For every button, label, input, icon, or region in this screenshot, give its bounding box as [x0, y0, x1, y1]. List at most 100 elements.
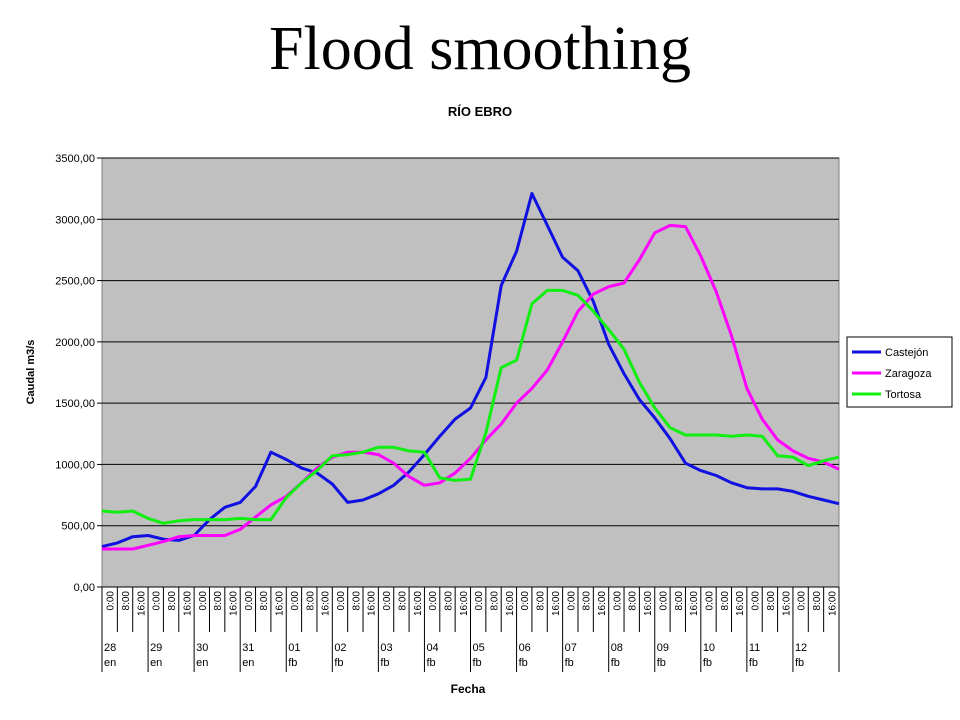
- x-tick-label: 8:00: [582, 591, 593, 611]
- x-month-label: fb: [334, 657, 343, 669]
- x-axis-title: Fecha: [451, 682, 486, 696]
- x-day-label: 01: [288, 642, 300, 654]
- x-tick-label: 8:00: [812, 591, 823, 611]
- series-line-zaragoza: [102, 223, 840, 551]
- y-axis: 0,00 500,00 1000,00 1500,00 2000,00 2500,00 30…: [55, 153, 102, 594]
- y-tick-label: 0,00: [74, 582, 95, 594]
- plot-area: [101, 157, 840, 588]
- x-day-label: 02: [334, 642, 346, 654]
- gridlines: [102, 157, 839, 527]
- y-tick-label: 2000,00: [55, 337, 95, 349]
- x-tick-label: 8:00: [167, 591, 178, 611]
- y-tick-label: 1500,00: [55, 398, 95, 410]
- legend-label: Castejón: [885, 347, 928, 359]
- x-day-label: 08: [611, 642, 623, 654]
- x-month-label: fb: [519, 657, 528, 669]
- x-tick-label: 8:00: [490, 591, 501, 611]
- series-line-tortosa: [101, 288, 840, 525]
- x-day-label: 03: [380, 642, 392, 654]
- x-month-label: fb: [703, 657, 712, 669]
- x-tick-label: 8:00: [397, 591, 408, 611]
- x-tick-label: 8:00: [628, 591, 639, 611]
- x-day-label: 07: [565, 642, 577, 654]
- x-tick-label: 16:00: [689, 591, 700, 616]
- x-day-label: 04: [426, 642, 438, 654]
- x-tick-label: 16:00: [229, 591, 240, 616]
- x-day-label: 11: [749, 642, 760, 654]
- x-tick-label: 16:00: [643, 591, 654, 616]
- legend-label: Tortosa: [885, 389, 922, 401]
- x-month-label: fb: [288, 657, 297, 669]
- x-day-label: 30: [196, 642, 208, 654]
- x-tick-label: 16:00: [459, 591, 470, 616]
- x-day-label: 31: [242, 642, 254, 654]
- x-tick-label: 0:00: [612, 591, 623, 611]
- y-tick-label: 3500,00: [55, 153, 95, 165]
- x-month-label: fb: [380, 657, 389, 669]
- x-tick-label: 16:00: [275, 591, 286, 616]
- x-month-label: en: [104, 657, 116, 669]
- x-tick-label: 0:00: [244, 591, 255, 611]
- x-tick-label: 16:00: [321, 591, 332, 616]
- x-axis: 0:00 8:00 16:00 0:00 8:00 16:00 0:00 8:00 16:00 0…: [101, 586, 840, 672]
- x-tick-label: 8:00: [213, 591, 224, 611]
- x-tick-label: 16:00: [735, 591, 746, 616]
- legend-label: Zaragoza: [885, 368, 932, 380]
- x-tick-label: 8:00: [536, 591, 547, 611]
- x-tick-label: 0:00: [797, 591, 808, 611]
- x-tick-label: 8:00: [720, 591, 731, 611]
- x-tick-label: 8:00: [674, 591, 685, 611]
- x-tick-label: 0:00: [520, 591, 531, 611]
- y-tick-label: 1000,00: [55, 459, 95, 471]
- x-month-label: fb: [565, 657, 574, 669]
- y-tick-label: 3000,00: [55, 214, 95, 226]
- x-day-label: 10: [703, 642, 715, 654]
- x-tick-label: 16:00: [827, 591, 838, 616]
- y-axis-title: Caudal m3/s: [25, 340, 37, 405]
- x-tick-label: 16:00: [136, 591, 147, 616]
- x-month-label: fb: [473, 657, 482, 669]
- x-tick-label: 8:00: [351, 591, 362, 611]
- x-tick-label: 16:00: [182, 591, 193, 616]
- x-month-label: en: [242, 657, 254, 669]
- legend: Castejón Zaragoza Tortosa: [846, 336, 953, 408]
- x-tick-label: 16:00: [413, 591, 424, 616]
- x-tick-label: 0:00: [428, 591, 439, 611]
- x-tick-label: 0:00: [704, 591, 715, 611]
- x-tick-label: 16:00: [781, 591, 792, 616]
- x-month-label: fb: [426, 657, 435, 669]
- x-tick-label: 8:00: [443, 591, 454, 611]
- x-tick-label: 16:00: [597, 591, 608, 616]
- x-month-label: fb: [749, 657, 758, 669]
- x-tick-label: 0:00: [152, 591, 163, 611]
- x-tick-label: 8:00: [121, 591, 132, 611]
- x-day-label: 05: [473, 642, 485, 654]
- x-tick-label: 0:00: [198, 591, 209, 611]
- x-day-label: 09: [657, 642, 669, 654]
- x-day-label: 28: [104, 642, 116, 654]
- slide-title: Flood smoothing: [268, 15, 691, 83]
- x-month-label: fb: [795, 657, 804, 669]
- y-tick-label: 500,00: [61, 521, 95, 533]
- x-day-label: 06: [519, 642, 531, 654]
- x-tick-label: 0:00: [290, 591, 301, 611]
- y-tick-label: 2500,00: [55, 276, 95, 288]
- x-tick-label: 0:00: [751, 591, 762, 611]
- chart-title: RÍO EBRO: [448, 104, 512, 119]
- series-lines: [101, 192, 840, 551]
- x-tick-label: 8:00: [766, 591, 777, 611]
- x-month-label: en: [150, 657, 162, 669]
- x-tick-label: 16:00: [367, 591, 378, 616]
- x-tick-label: 0:00: [382, 591, 393, 611]
- x-tick-label: 0:00: [106, 591, 117, 611]
- x-tick-label: 8:00: [305, 591, 316, 611]
- series-line-castejn: [101, 192, 840, 549]
- x-tick-label: 16:00: [551, 591, 562, 616]
- x-month-label: fb: [611, 657, 620, 669]
- x-month-label: en: [196, 657, 208, 669]
- x-tick-label: 0:00: [658, 591, 669, 611]
- x-tick-label: 16:00: [505, 591, 516, 616]
- x-day-label: 29: [150, 642, 162, 654]
- x-tick-label: 0:00: [566, 591, 577, 611]
